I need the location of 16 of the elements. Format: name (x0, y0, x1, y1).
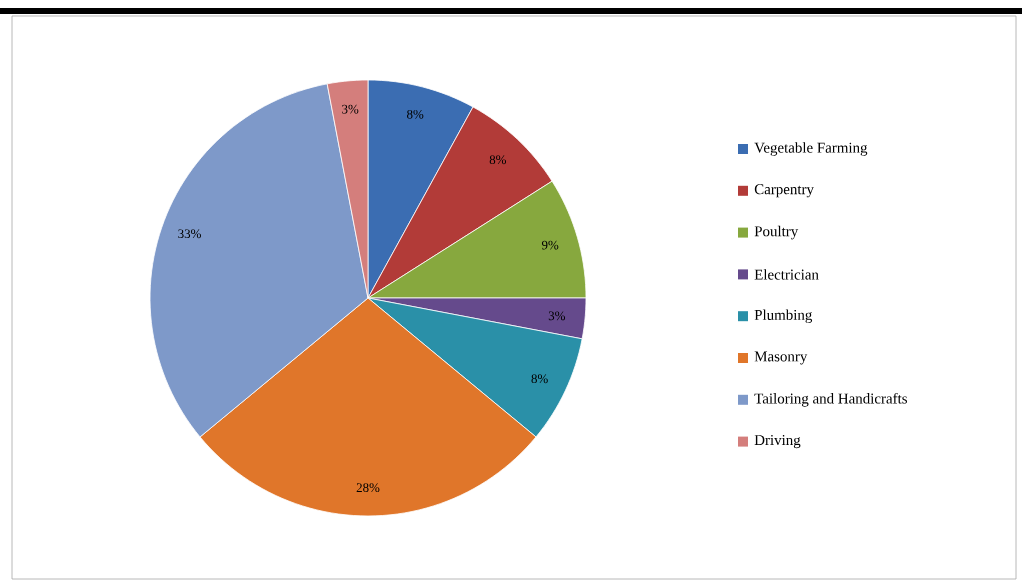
data-label: 3% (548, 311, 566, 321)
legend-label: Poultry (754, 225, 799, 240)
legend-label: Tailoring and Handicrafts (754, 392, 907, 407)
legend-label: Electrician (754, 269, 819, 280)
legend-label: Driving (754, 435, 801, 449)
data-label: 33% (178, 229, 201, 239)
data-label: 28% (356, 483, 380, 493)
legend-label: Carpentry (754, 184, 814, 198)
data-label: 8% (489, 155, 507, 165)
legend-label: Vegetable Farming (754, 142, 868, 156)
data-label: 9% (541, 240, 559, 250)
data-label: 8% (531, 374, 548, 384)
data-label: 8% (407, 109, 424, 119)
legend-label: Plumbing (754, 309, 813, 323)
data-label: 3% (342, 104, 359, 114)
legend-label: Masonry (754, 351, 808, 365)
